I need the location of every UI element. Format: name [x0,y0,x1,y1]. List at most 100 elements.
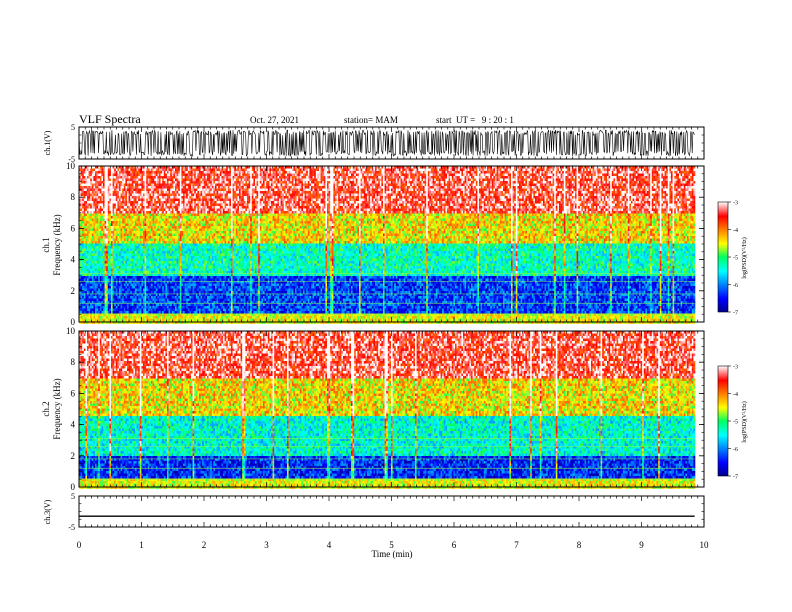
spectro-cell [101,206,104,209]
spectro-cell [109,228,112,232]
spectro-cell [85,258,88,262]
spectro-cell [88,196,91,199]
spectro-cell [85,278,88,282]
spectro-cell [104,248,107,252]
spectro-cell [85,171,88,174]
spectro-cell [114,226,117,229]
spectro-cell [79,298,81,302]
spectro-cell [106,231,109,234]
spectro-cell [99,273,102,277]
spectro-cell [99,193,102,197]
spectro-cell [114,241,117,244]
spectro-cell [90,253,93,257]
spectro-cell [101,221,104,224]
spectro-cell [112,228,115,232]
spectro-cell [83,181,86,184]
spectro-cell [91,236,94,239]
spectro-cell [103,248,105,252]
spectro-cell [83,243,86,247]
spectro-cell [90,203,93,207]
spectro-cell [103,266,105,269]
spectro-cell [109,248,112,252]
spectro-cell [96,271,99,274]
spectro-cell [103,171,105,174]
spectro-cell [82,206,85,209]
spectro-cell [88,221,91,224]
spectro-cell [85,261,88,264]
spectro-cell [109,183,112,187]
spectro-cell [99,188,102,192]
spectro-cell [88,276,91,279]
spectro-cell [107,241,110,244]
spectro-cell [101,216,104,219]
spectro-cell [98,316,101,319]
spectro-cell [95,208,97,212]
spectro-cell [107,256,110,259]
spectro-cell [99,286,102,289]
spectro-cell [107,226,110,229]
spectro-cell [95,256,97,259]
spectro-cell [98,308,101,312]
spectro-cell [107,216,110,219]
spectro-cell [90,198,93,202]
spectro-cell [85,206,88,209]
spectro-cell [98,241,101,244]
spectro-cell [80,271,83,274]
spectro-cell [96,303,99,307]
spectro-cell [98,196,101,199]
spectro-cell [93,258,96,262]
spectro-cell [80,316,83,319]
spectro-cell [101,236,104,239]
spectro-cell [96,198,99,202]
spectro-cell [98,193,101,197]
spectro-cell [82,261,85,264]
spectro-cell [87,261,89,264]
spectro-cell [88,168,91,172]
spectro-cell [93,308,96,312]
spectro-cell [91,241,94,244]
spectro-cell [88,188,91,192]
spectro-cell [87,253,89,257]
spectro-cell [106,171,109,174]
spectro-cell [91,281,94,284]
spectro-cell [88,301,91,304]
spectro-cell [96,231,99,234]
spectro-cell [99,168,102,172]
spectro-cell [93,168,96,172]
spectro-cell [103,178,105,182]
spectro-cell [85,291,88,294]
spectro-cell [87,166,89,169]
spectro-cell [88,191,91,194]
spectro-cell [82,251,85,254]
spectro-cell [93,316,96,319]
spectro-cell [96,296,99,299]
spectro-cell [82,306,85,309]
spectro-cell [96,266,99,269]
spectro-cell [93,206,96,209]
spectro-cell [104,231,107,234]
spectro-cell [87,243,89,247]
spectro-cell [104,306,107,309]
spectro-cell [82,241,85,244]
spectro-cell [114,278,117,282]
spectro-cell [98,281,101,284]
spectro-cell [112,241,115,244]
spectro-cell [111,296,113,299]
spectro-cell [96,203,99,207]
spectro-cell [93,313,96,317]
spectro-cell [107,168,110,172]
spectro-cell [91,206,94,209]
spectro-cell [91,188,94,192]
spectro-cell [85,318,88,322]
spectro-cell [88,218,91,222]
spectro-cell [107,281,110,284]
spectro-cell [91,196,94,199]
spectro-cell [79,186,81,189]
spectro-cell [106,201,109,204]
spectro-cell [104,251,107,254]
spectro-cell [83,213,86,217]
spectro-cell [111,223,113,227]
spectro-cell [96,246,99,249]
spectro-cell [103,263,105,267]
spectro-cell [106,308,109,312]
